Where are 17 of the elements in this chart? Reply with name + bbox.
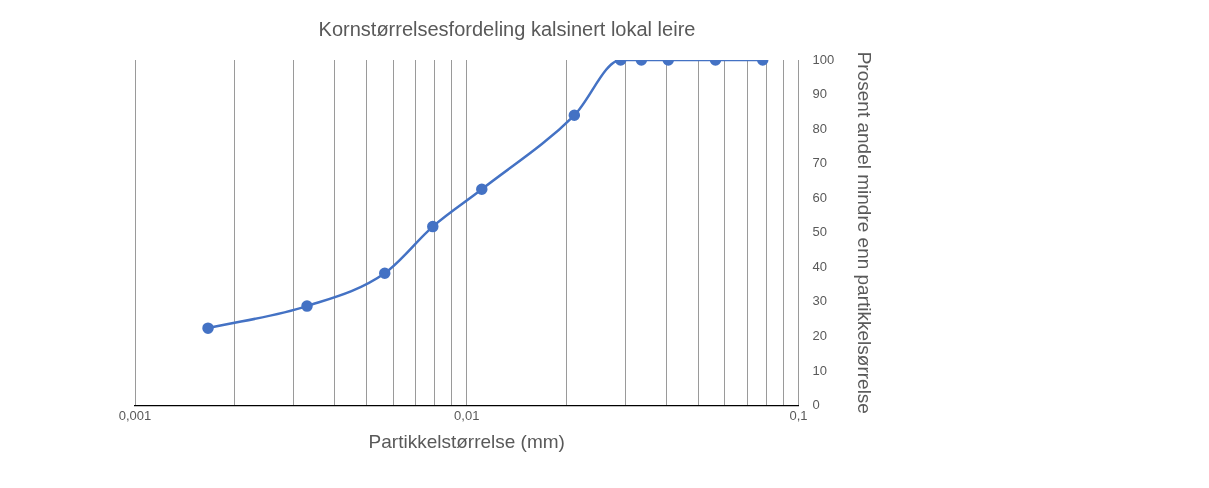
y-tick-label: 80: [812, 120, 827, 136]
y-axis-title: Prosent andel mindre enn partikkelsørrelse: [854, 51, 876, 414]
y-tick-label: 10: [812, 362, 827, 378]
y-tick-label: 30: [812, 293, 827, 309]
x-tick-label: 0,001: [118, 407, 152, 423]
y-tick-label: 50: [812, 224, 827, 240]
y-tick-label: 60: [812, 189, 827, 205]
x-tick-label: 0,01: [454, 407, 480, 423]
y-tick-label: 70: [812, 155, 827, 171]
x-axis-title: Partikkelstørrelse (mm): [368, 430, 565, 452]
y-tick-label: 0: [812, 397, 820, 413]
chart-title: Kornstørrelsesfordeling kalsinert lokal leire: [318, 17, 696, 40]
y-tick-label: 40: [812, 258, 827, 274]
y-tick-label: 90: [812, 86, 827, 102]
y-tick-label: 100: [812, 51, 835, 67]
x-tick-label: 0,1: [789, 407, 808, 423]
y-tick-label: 20: [812, 328, 827, 344]
